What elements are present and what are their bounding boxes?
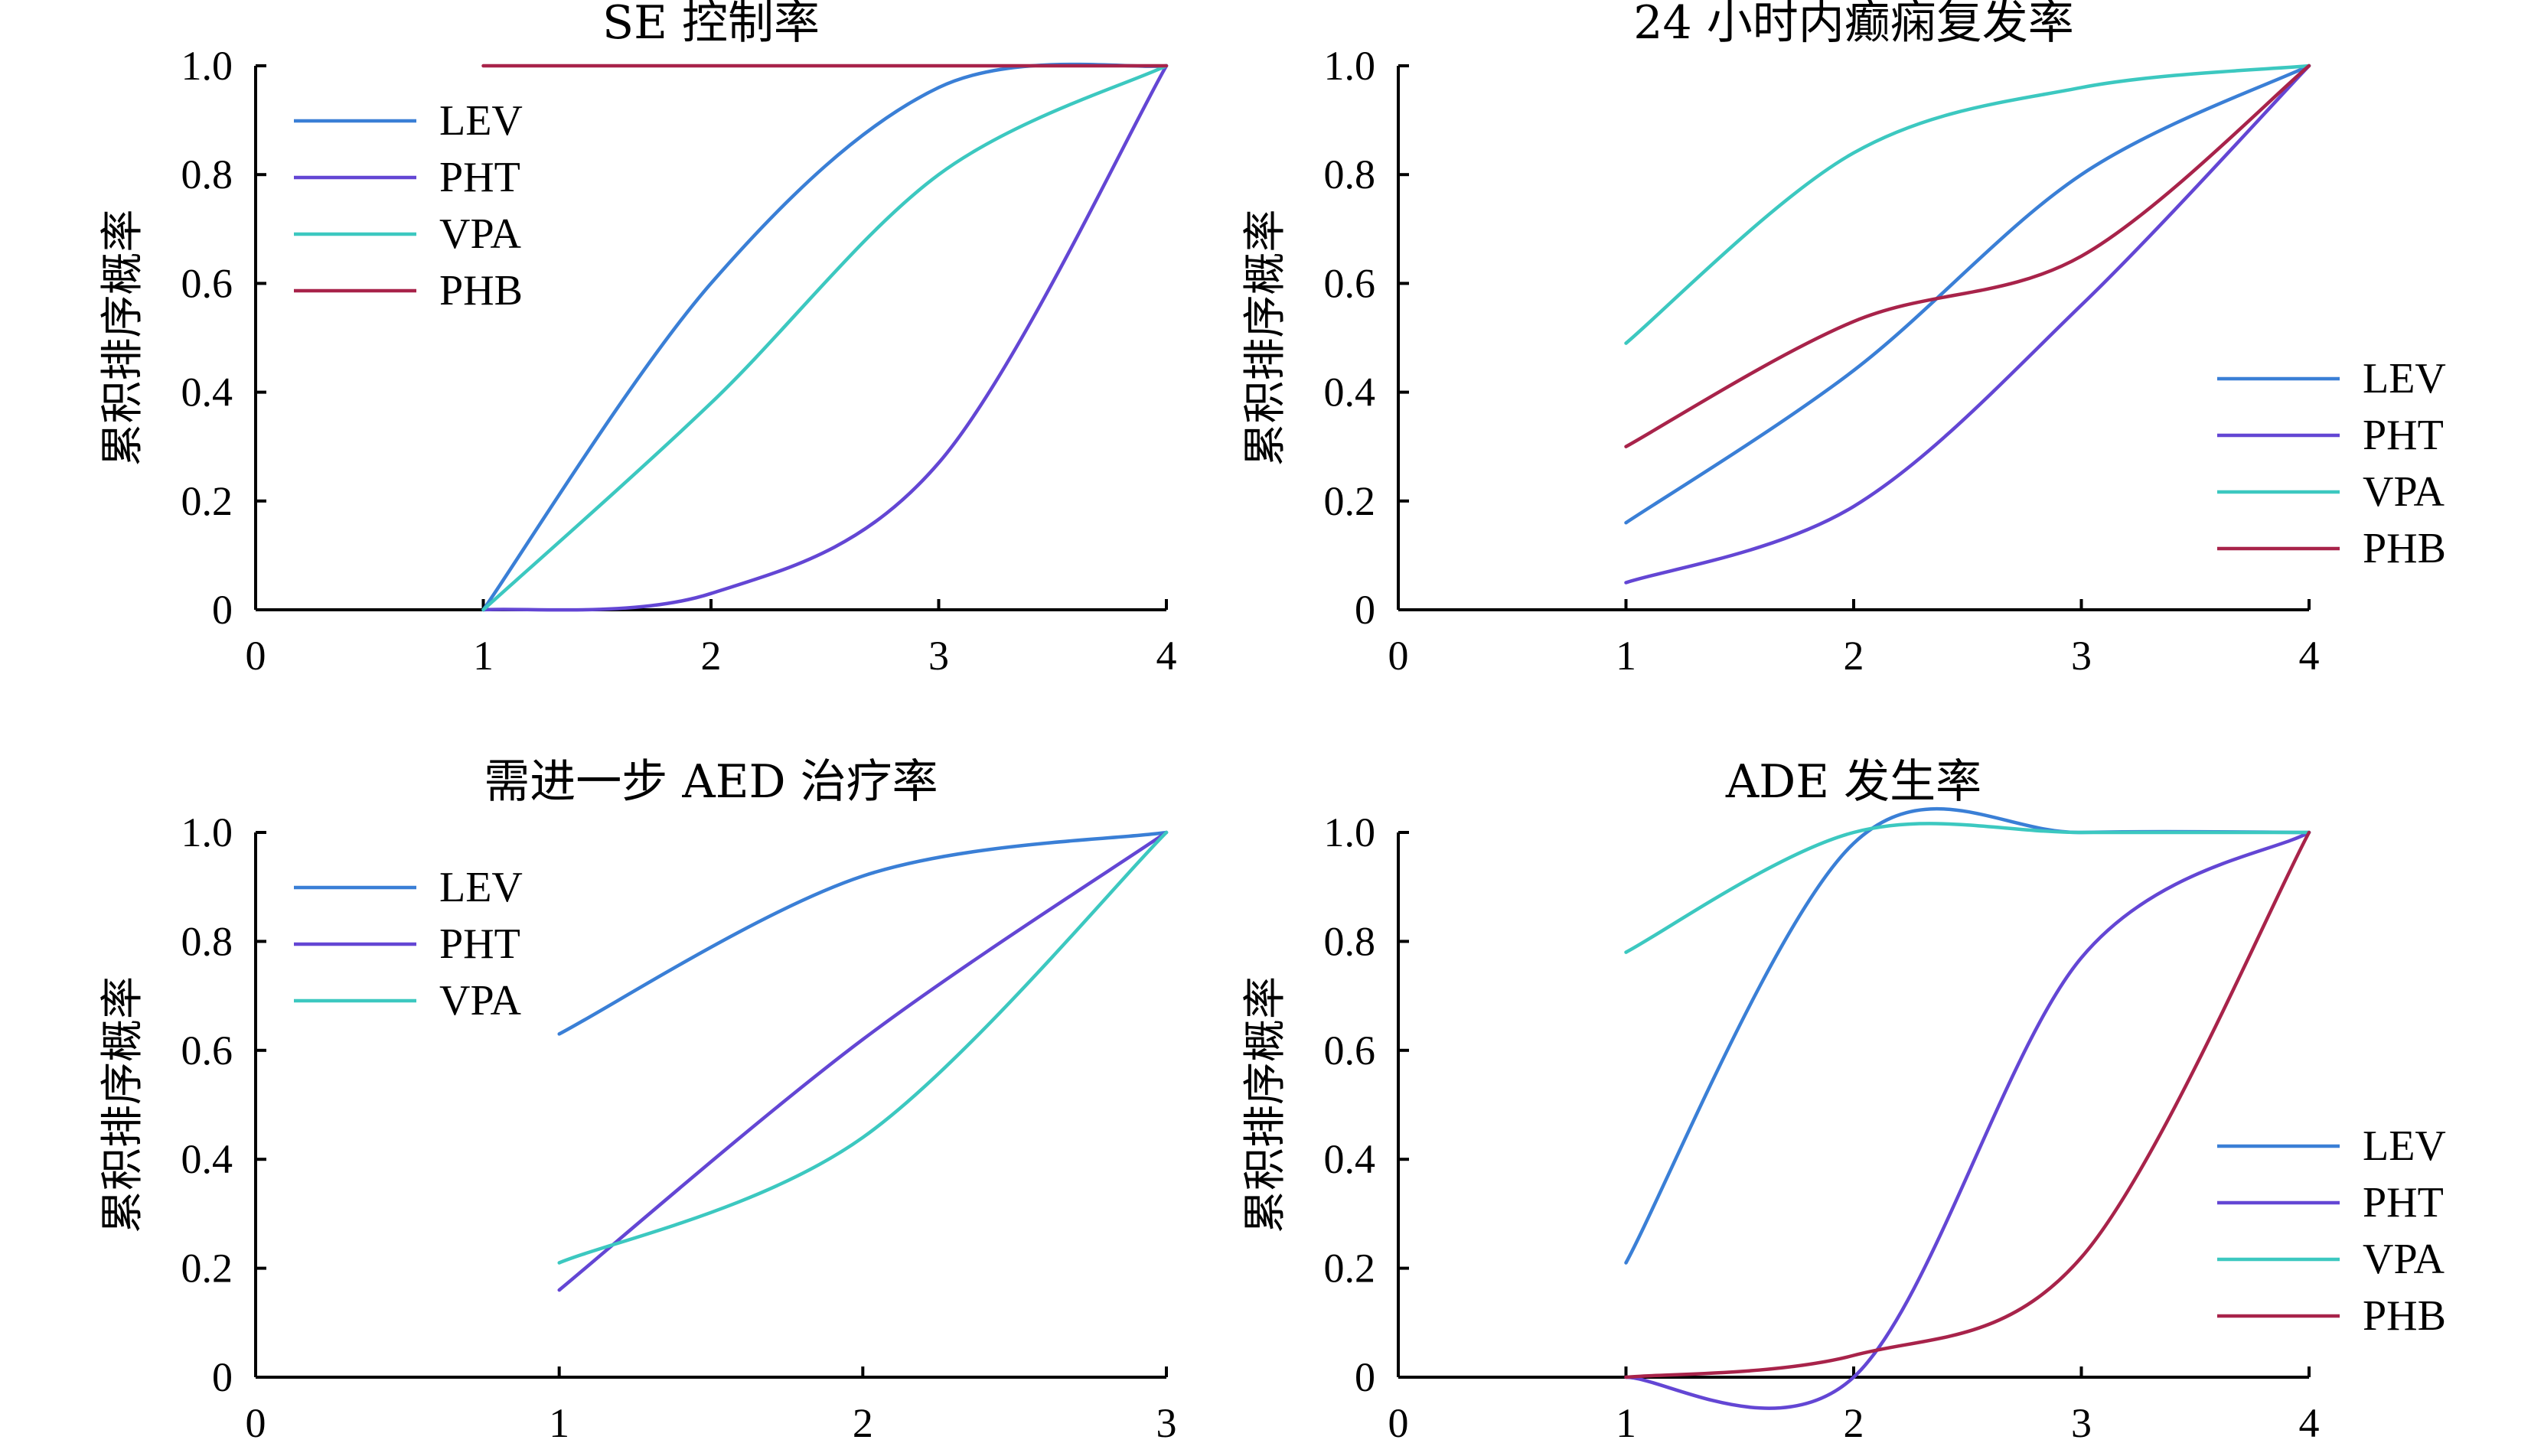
y-tick-label: 0: [212, 1354, 233, 1400]
legend-label-lev: LEV: [439, 97, 523, 145]
series-line-pht: [557, 830, 1169, 1292]
series-line-lev: [481, 62, 1169, 612]
y-tick-label: 0.6: [181, 260, 233, 306]
x-tick-label: 0: [246, 1400, 266, 1446]
x-tick-label: 4: [2299, 633, 2320, 679]
panel-further-aed-treatment: 需进一步 AED 治疗率 0 0.2 0.4 0.6 0.8 1.0 0 1 2 3 累积排序概率 LE…: [98, 755, 1177, 1446]
x-tick-label: 3: [2071, 633, 2092, 679]
y-axis-label: 累积排序概率: [98, 976, 148, 1233]
x-tick-label: 2: [1844, 633, 1864, 679]
legend-label-vpa: VPA: [2363, 468, 2445, 516]
y-tick-label: 0.4: [181, 370, 233, 415]
series-line-pht: [481, 64, 1169, 612]
y-tick-label: 0.2: [1324, 478, 1376, 524]
series-line-vpa: [1624, 64, 2311, 345]
legend: LEV PHT VPA PHB: [2217, 1122, 2446, 1340]
series-line-vpa: [557, 830, 1169, 1265]
y-tick-label: 0.4: [1324, 370, 1376, 415]
y-tick-label: 0.8: [1324, 918, 1376, 964]
y-tick-label: 1.0: [181, 809, 233, 855]
panel-title: 需进一步 AED 治疗率: [484, 755, 938, 809]
y-tick-label: 0: [1355, 587, 1375, 633]
y-tick-label: 0.8: [1324, 151, 1376, 197]
y-axis-label: 累积排序概率: [98, 210, 148, 467]
x-tick-label: 3: [1156, 1400, 1177, 1446]
legend-label-lev: LEV: [2363, 355, 2446, 402]
legend: LEV PHT VPA PHB: [2217, 355, 2446, 572]
legend-label-lev: LEV: [2363, 1122, 2446, 1170]
y-axis-label: 累积排序概率: [1241, 210, 1290, 467]
x-tick-label: 3: [928, 633, 949, 679]
y-tick-label: 0.8: [181, 151, 233, 197]
x-tick-label: 0: [246, 633, 266, 679]
legend: LEV PHT VPA PHB: [294, 97, 523, 314]
legend: LEV PHT VPA: [294, 864, 523, 1024]
x-tick-label: 1: [549, 1400, 569, 1446]
series-line-vpa: [481, 64, 1169, 612]
x-tick-label: 2: [1844, 1400, 1864, 1446]
series-line-lev: [1624, 64, 2311, 525]
y-axis-label: 累积排序概率: [1241, 976, 1290, 1233]
y-tick-label: 1.0: [1324, 43, 1376, 89]
legend-label-phb: PHB: [2363, 1292, 2446, 1340]
x-tick-label: 0: [1388, 1400, 1409, 1446]
y-tick-label: 0.2: [181, 1246, 233, 1292]
y-tick-label: 1.0: [1324, 809, 1376, 855]
legend-label-pht: PHT: [439, 920, 520, 968]
x-tick-label: 1: [1616, 633, 1636, 679]
x-tick-label: 1: [473, 633, 494, 679]
x-tick-label: 2: [853, 1400, 873, 1446]
x-tick-label: 4: [1156, 633, 1177, 679]
x-tick-label: 2: [701, 633, 722, 679]
legend-label-vpa: VPA: [439, 210, 521, 258]
x-tick-label: 0: [1388, 633, 1409, 679]
panel-se-control-rate: SE 控制率 0 0.2 0.4 0.6 0.8 1.0 0 1 2 3 4 累积排序概率 LEV PHT V…: [98, 0, 1177, 679]
y-tick-label: 0.4: [181, 1136, 233, 1182]
series-line-phb: [1624, 64, 2311, 448]
legend-label-pht: PHT: [2363, 1179, 2444, 1226]
series-line-pht: [1624, 830, 2311, 1410]
legend-label-phb: PHB: [439, 267, 523, 314]
series-line-lev: [557, 830, 1169, 1036]
legend-label-lev: LEV: [439, 864, 523, 911]
y-tick-label: 0: [1355, 1354, 1375, 1400]
x-tick-label: 4: [2299, 1400, 2320, 1446]
legend-label-vpa: VPA: [439, 977, 521, 1024]
panel-title: 24 小时内癫痫复发率: [1633, 0, 2073, 50]
y-tick-label: 0.2: [1324, 1246, 1376, 1292]
y-tick-label: 0.8: [181, 918, 233, 964]
y-tick-label: 0.6: [1324, 1028, 1376, 1073]
y-tick-label: 0.6: [181, 1028, 233, 1073]
x-tick-label: 3: [2071, 1400, 2092, 1446]
y-tick-label: 0.6: [1324, 260, 1376, 306]
panel-title: SE 控制率: [602, 0, 820, 50]
series-line-vpa: [1624, 822, 2311, 954]
panel-ade-incidence: ADE 发生率 0 0.2 0.4 0.6 0.8 1.0 0 1 2 3 4 累积排序概率 LEV PHT…: [1241, 755, 2446, 1446]
panel-24h-seizure-recurrence: 24 小时内癫痫复发率 0 0.2 0.4 0.6 0.8 1.0 0 1 2 3 4 累积排序概率 LE…: [1241, 0, 2446, 679]
y-tick-label: 1.0: [181, 43, 233, 89]
legend-label-phb: PHB: [2363, 525, 2446, 572]
x-tick-label: 1: [1616, 1400, 1636, 1446]
legend-label-vpa: VPA: [2363, 1236, 2445, 1283]
series-line-lev: [1624, 806, 2311, 1265]
panel-title: ADE 发生率: [1725, 755, 1981, 809]
y-tick-label: 0.4: [1324, 1136, 1376, 1182]
legend-label-pht: PHT: [439, 154, 520, 201]
series-line-phb: [1624, 830, 2311, 1379]
series-line-pht: [1624, 64, 2311, 585]
y-tick-label: 0: [212, 587, 233, 633]
legend-label-pht: PHT: [2363, 412, 2444, 459]
y-tick-label: 0.2: [181, 478, 233, 524]
